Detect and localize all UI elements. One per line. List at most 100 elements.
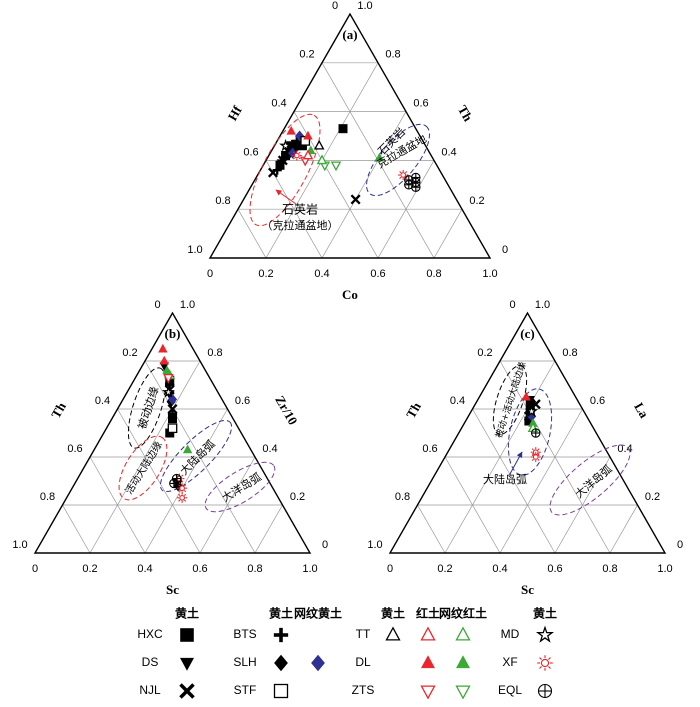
data-point [279,152,289,164]
tick-label: 0.4 [271,98,286,110]
tick-label: 0.2 [299,49,314,61]
legend-label: MD [501,627,520,641]
tick-label: 0.8 [602,563,617,575]
legend-symbol [535,625,555,643]
legend-label: XF [502,655,517,669]
tick-label: 0.8 [40,491,55,503]
grid-line [472,408,556,554]
tick-label: 0.8 [385,49,400,61]
data-point [163,373,174,384]
marker-shape [179,683,195,699]
marker-shape [183,493,187,496]
data-point [411,182,421,192]
grid-line [117,408,201,554]
legend-header: 网纹红土 [439,606,487,621]
triangle-frame [388,311,667,554]
field-label: 大洋岛弧 [572,462,615,501]
tick-label: 0.4 [450,395,465,407]
field-boundary [549,444,631,516]
marker-shape [525,404,539,417]
marker-shape [181,480,184,483]
legend-label: EQL [498,683,522,697]
data-point [167,393,178,405]
marker-shape [405,171,408,174]
panel-label: (b) [165,326,181,341]
tick-label: 0.6 [243,146,258,158]
tick-label: 0 [502,244,508,256]
marker-shape [178,493,181,496]
marker-shape [181,474,184,477]
marker-shape [158,343,168,353]
legend-header: 黄土 [533,606,557,621]
marker-shape [302,149,314,160]
tick-label: 0.6 [235,395,250,407]
tick-label: 0.2 [469,195,484,207]
legend-symbol [179,657,195,671]
tick-label: 0.4 [95,395,110,407]
grid-line [62,504,91,554]
tick-label: 0.6 [370,268,385,280]
tick-label: 0.2 [258,268,273,280]
arrow [275,189,297,205]
marker-shape [374,152,385,162]
data-point [411,172,421,183]
tick-label: 0.4 [314,268,329,280]
legend-label: SLH [233,655,256,669]
data-point [330,161,342,172]
marker-shape [531,458,534,461]
marker-shape [293,152,300,159]
data-point [527,422,539,433]
data-point [167,423,178,434]
data-point [521,391,531,401]
tick-label: 0.4 [441,146,456,158]
legend-symbol [420,655,436,669]
legend-symbol [537,683,553,699]
marker-shape [420,655,436,669]
legend-label: TT [356,627,371,641]
data-point [162,365,172,375]
tick-label: 0 [154,299,160,311]
tick-label: 0.8 [562,347,577,359]
axis-title: Th [403,399,424,421]
tick-label: 0.4 [262,443,277,455]
tick-label: 0.2 [437,563,452,575]
ternary-panel: 0 0.2 0.4 0.6 0.8 1.0 0 0.2 0.4 0.6 0.8 1.0 0 0.2 0.4 0… [187,0,508,302]
arrow [509,451,523,475]
legend-symbol [385,626,401,641]
axis-title: Hf [225,103,246,124]
tick-label: 0.2 [82,563,97,575]
axis-title: La [631,400,652,421]
axis-title: Zr/10 [272,393,301,427]
tick-label: 0.2 [645,491,660,503]
marker-shape [548,666,551,669]
legend-label: HXC [137,627,163,641]
data-point [525,404,539,417]
data-point [171,473,182,484]
tick-label: 0.8 [215,195,230,207]
marker-shape [532,454,539,460]
marker-shape [420,685,436,700]
data-point [316,154,328,165]
marker-shape [311,654,325,672]
marker-shape [183,499,187,502]
tick-label: 0.6 [413,98,428,110]
legend-symbol [420,685,436,700]
field-boundary [204,461,276,513]
data-point [302,149,314,160]
data-point [177,483,188,494]
marker-shape [159,355,169,365]
marker-shape [286,125,296,135]
tick-label: 1.0 [535,299,550,311]
data-point [374,152,385,162]
tick-label: 0.4 [137,563,152,575]
marker-shape [292,157,295,160]
marker-shape [540,658,550,668]
legend-label: BTS [233,627,256,641]
grid-line [254,504,283,554]
tick-label: 0.6 [547,563,562,575]
data-point [313,139,325,150]
field-boundary [159,419,233,493]
legend-symbol [537,655,553,671]
marker-shape [455,685,471,700]
